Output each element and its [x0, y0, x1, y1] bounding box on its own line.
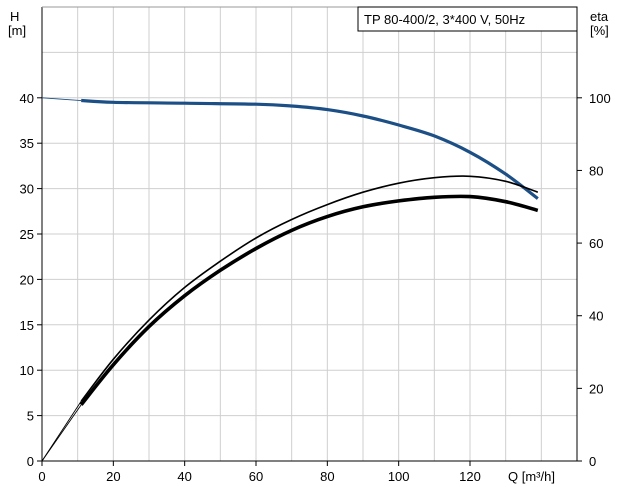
y-right-label-line2: [%]: [590, 23, 609, 38]
axis-ticks: 0 5 10 15 20 25 30 35 40 0 20 40 60 80 100 0 20 40 60 80 100…: [20, 91, 611, 484]
head-curve: [81, 98, 539, 200]
x-tick-label: 60: [249, 469, 263, 484]
x-tick-label: 100: [388, 469, 410, 484]
y-right-tick-label: 60: [589, 236, 603, 251]
y-left-tick-label: 30: [20, 182, 34, 197]
y-left-tick-label: 35: [20, 136, 34, 151]
head-extension-line: [41, 97, 82, 101]
y-right-label-line1: eta: [590, 9, 609, 24]
y-left-tick-label: 10: [20, 363, 34, 378]
y-left-tick-label: 25: [20, 227, 34, 242]
y-left-tick-label: 40: [20, 91, 34, 106]
y-left-tick-label: 15: [20, 318, 34, 333]
x-tick-label: 80: [320, 469, 334, 484]
y-right-tick-label: 0: [589, 454, 596, 469]
curves: [41, 97, 539, 462]
y-right-tick-label: 100: [589, 91, 611, 106]
eta-pump-curve: [80, 175, 539, 402]
x-tick-label: 0: [38, 469, 45, 484]
axis-labels: H [m] eta [%] Q [m³/h]: [8, 9, 609, 484]
x-axis-label: Q [m³/h]: [508, 469, 555, 484]
y-right-tick-label: 80: [589, 163, 603, 178]
y-left-tick-label: 5: [27, 409, 34, 424]
y-left-label-line1: H: [10, 9, 19, 24]
y-right-tick-label: 20: [589, 381, 603, 396]
eta-total-curve: [79, 194, 539, 406]
x-tick-label: 40: [177, 469, 191, 484]
chart-title-box: TP 80-400/2, 3*400 V, 50Hz: [357, 6, 578, 32]
eta-pump-extension-line: [41, 400, 82, 462]
chart-title: TP 80-400/2, 3*400 V, 50Hz: [364, 12, 525, 27]
y-left-label-line2: [m]: [8, 23, 26, 38]
x-tick-label: 20: [106, 469, 120, 484]
y-left-tick-label: 0: [27, 454, 34, 469]
grid-lines: [42, 7, 577, 461]
y-right-tick-label: 40: [589, 309, 603, 324]
x-tick-label: 120: [459, 469, 481, 484]
y-left-tick-label: 20: [20, 272, 34, 287]
